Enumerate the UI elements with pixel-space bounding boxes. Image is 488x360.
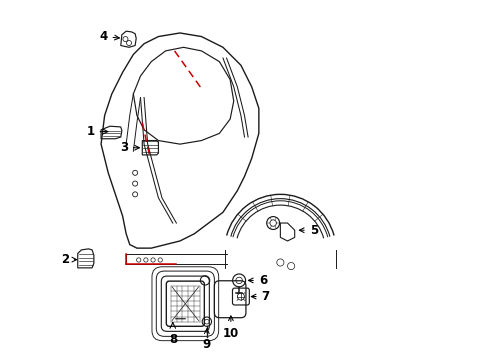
Text: 8: 8: [169, 333, 177, 346]
Text: 3: 3: [120, 141, 139, 154]
Text: 2: 2: [61, 253, 77, 266]
Text: 7: 7: [251, 290, 269, 303]
Text: 6: 6: [248, 274, 266, 287]
Text: 10: 10: [223, 316, 239, 340]
Text: 5: 5: [299, 224, 317, 237]
Text: 9: 9: [203, 329, 210, 351]
Text: 1: 1: [86, 125, 108, 138]
Text: 4: 4: [99, 30, 119, 43]
